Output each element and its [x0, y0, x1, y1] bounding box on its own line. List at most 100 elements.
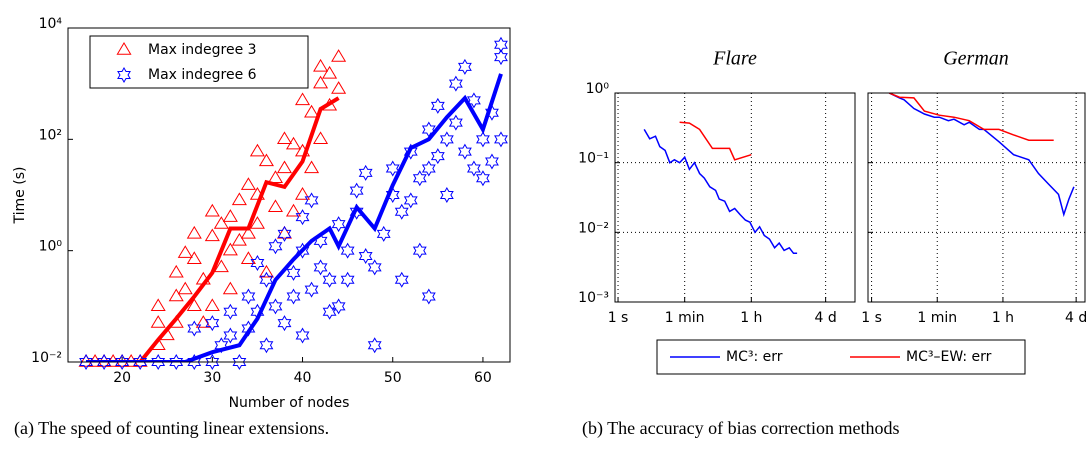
marker — [259, 271, 274, 288]
marker — [258, 153, 274, 167]
marker — [249, 143, 265, 157]
marker — [150, 298, 166, 312]
x-tick-label: 4 d — [815, 310, 837, 326]
marker — [204, 228, 220, 242]
marker — [186, 251, 202, 264]
series-line — [888, 93, 1075, 218]
marker — [276, 225, 293, 239]
marker — [295, 92, 311, 106]
marker — [313, 259, 328, 276]
y-tick-label: 10⁴ — [39, 16, 63, 32]
marker — [466, 92, 481, 109]
marker — [349, 182, 364, 199]
marker — [358, 164, 373, 181]
marker — [187, 320, 202, 337]
marker — [223, 327, 238, 344]
y-tick-label: 10² — [39, 127, 62, 143]
x-tick-label: 1 min — [917, 310, 957, 326]
caption: (b) The accuracy of bias correction meth… — [582, 418, 900, 439]
marker — [168, 264, 184, 278]
plot-frame — [614, 92, 856, 303]
marker — [231, 192, 247, 206]
marker — [276, 131, 293, 145]
marker — [117, 66, 131, 84]
marker — [304, 160, 320, 174]
marker — [286, 264, 301, 281]
y-tick-label: 10⁰ — [586, 81, 610, 97]
x-tick-label: 1 min — [665, 310, 705, 326]
marker — [313, 75, 329, 89]
marker — [285, 203, 302, 217]
x-tick-label: 50 — [384, 370, 402, 386]
y-tick-label: 10⁻² — [31, 350, 62, 366]
panel-title: Flare — [712, 48, 757, 70]
marker — [186, 225, 202, 239]
marker — [340, 242, 355, 259]
series-line — [86, 96, 340, 362]
marker — [349, 203, 364, 220]
series-line — [86, 73, 503, 362]
marker — [268, 298, 283, 315]
marker — [195, 315, 211, 328]
marker — [304, 192, 319, 209]
marker — [476, 131, 490, 148]
marker — [285, 136, 302, 150]
panel-title: German — [943, 48, 1009, 70]
marker — [385, 186, 400, 204]
marker — [494, 36, 508, 53]
marker — [277, 315, 292, 332]
marker — [457, 143, 472, 160]
y-tick-label: 10⁰ — [39, 239, 63, 255]
series-line — [888, 93, 1054, 141]
marker — [331, 216, 346, 233]
y-tick-label: 10⁻² — [578, 220, 609, 236]
marker — [385, 160, 400, 177]
marker — [213, 259, 229, 273]
marker — [286, 288, 301, 305]
marker — [457, 58, 472, 75]
y-tick-label: 10⁻¹ — [578, 151, 609, 167]
x-axis-label: Number of nodes — [229, 395, 350, 411]
x-tick-label: 30 — [203, 370, 221, 386]
marker — [412, 170, 427, 187]
marker — [494, 49, 508, 66]
marker — [304, 104, 320, 118]
marker — [331, 49, 347, 62]
marker — [485, 104, 499, 121]
marker — [231, 232, 247, 246]
marker — [205, 315, 220, 332]
plot-frame — [867, 92, 1086, 303]
marker — [169, 353, 184, 371]
legend-label: MC³–EW: err — [906, 349, 992, 365]
marker — [205, 353, 220, 371]
x-tick-label: 1 s — [861, 310, 882, 326]
x-tick-label: 40 — [294, 370, 312, 386]
marker — [394, 271, 409, 288]
marker — [277, 225, 292, 242]
marker — [268, 238, 283, 255]
x-tick-label: 4 d — [1065, 310, 1087, 326]
marker — [115, 353, 130, 371]
marker — [186, 298, 202, 312]
marker — [403, 143, 418, 160]
marker — [79, 353, 93, 371]
marker — [304, 281, 319, 298]
marker — [240, 251, 256, 264]
marker — [222, 209, 238, 222]
marker — [214, 337, 229, 354]
marker — [151, 353, 166, 371]
x-tick-label: 60 — [474, 370, 492, 386]
x-tick-label: 1 s — [608, 310, 629, 326]
marker — [222, 281, 238, 295]
marker — [295, 242, 310, 259]
marker — [240, 225, 256, 239]
series-line — [679, 121, 752, 161]
marker — [322, 65, 338, 79]
y-axis-label: Time (s) — [12, 167, 28, 225]
marker — [421, 288, 436, 305]
marker — [241, 288, 256, 305]
marker — [331, 298, 346, 315]
marker — [259, 337, 274, 354]
marker — [367, 337, 382, 354]
